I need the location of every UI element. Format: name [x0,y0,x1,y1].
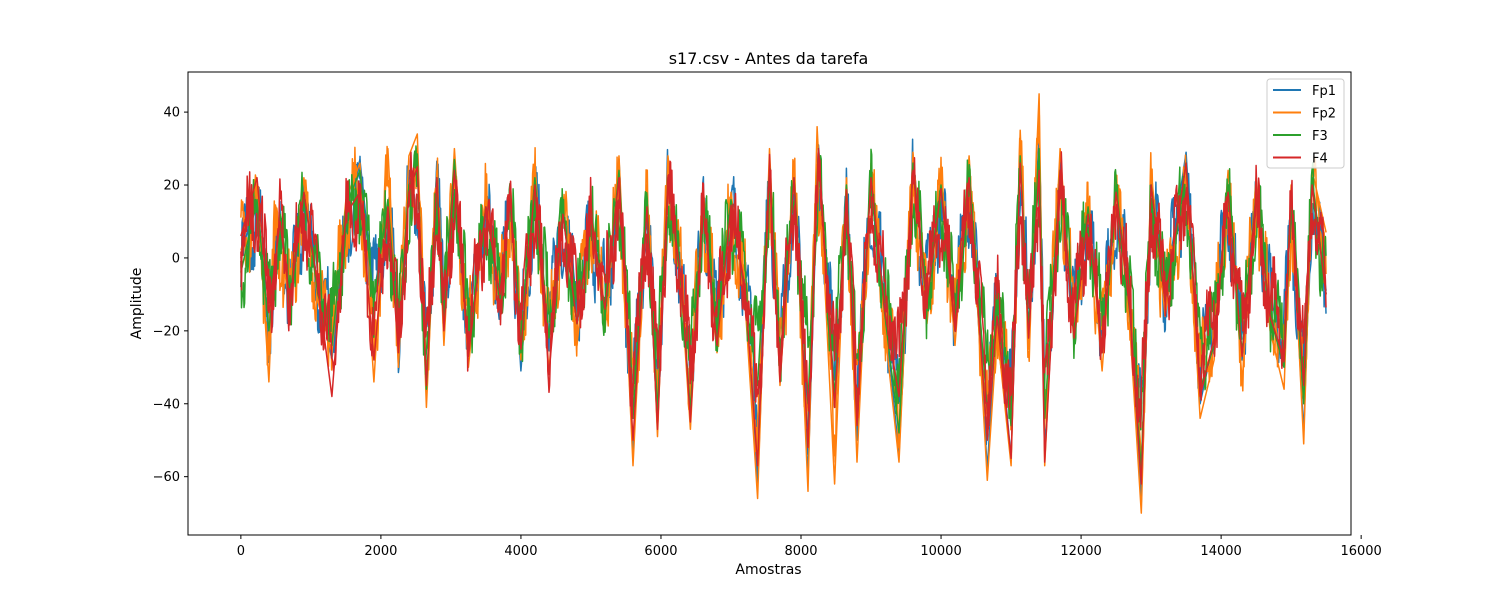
chart-title: s17.csv - Antes da tarefa [669,49,869,68]
x-tick-label: 8000 [784,544,817,559]
legend: Fp1 Fp2 F3 F4 [1266,78,1345,169]
x-tick-label: 16000 [1340,544,1381,559]
series-peaks-f4 [240,147,1327,485]
series-layer [240,93,1327,514]
legend-label-f3: F3 [1312,129,1328,144]
x-tick-label: 6000 [644,544,677,559]
legend-label-fp1: Fp1 [1312,84,1336,99]
x-tick-label: 2000 [364,544,397,559]
plot-frame [187,71,1352,536]
legend-label-fp2: Fp2 [1312,107,1336,122]
series-line-f4 [240,151,1327,431]
y-axis: −60 −40 −20 0 20 40 [153,106,188,485]
x-tick-label: 0 [237,544,245,559]
y-tick-label: −20 [153,324,180,339]
x-tick-label: 4000 [504,544,537,559]
y-tick-label: −40 [153,397,180,412]
y-tick-label: 0 [172,251,180,266]
y-axis-label: Amplitude [129,268,145,340]
y-tick-label: 20 [163,179,180,194]
x-tick-label: 12000 [1060,544,1101,559]
y-tick-label: −60 [153,470,180,485]
y-tick-label: 40 [163,106,180,121]
x-axis-label: Amostras [735,562,801,578]
x-axis: 0 2000 4000 6000 8000 10000 12000 14000 16000 [237,535,1382,559]
legend-label-f4: F4 [1312,152,1328,167]
legend-box [1266,78,1345,169]
x-tick-label: 10000 [920,544,961,559]
x-tick-label: 14000 [1200,544,1241,559]
